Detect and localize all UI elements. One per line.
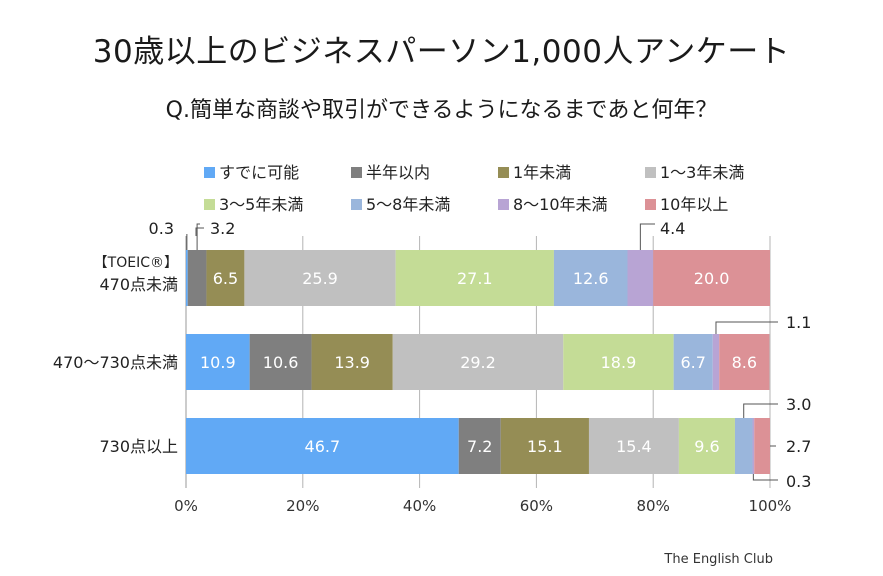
bar-segment [754, 418, 770, 474]
bar-segment [458, 418, 501, 474]
leader-line [752, 474, 778, 481]
source-credit: The English Club [664, 552, 773, 567]
legend-label: 3～5年未満 [219, 195, 303, 214]
category-label: 【TOEIC®】 [94, 255, 178, 271]
bar-segment [673, 334, 713, 390]
legend-swatch [351, 199, 362, 210]
bar-segment [187, 250, 207, 306]
bar-segment [206, 250, 245, 306]
x-tick-label: 0% [174, 497, 198, 515]
data-label: 29.2 [460, 353, 496, 372]
chart-subtitle: Q.簡単な商談や取引ができるようになるまであと何年？ [165, 98, 718, 123]
data-label: 15.4 [616, 437, 652, 456]
bar-segment [311, 334, 393, 390]
data-label: 18.9 [601, 353, 637, 372]
legend-label: 5～8年未満 [366, 195, 450, 214]
data-label: 9.6 [694, 437, 719, 456]
legend-swatch [204, 167, 215, 178]
data-label: 0.3 [786, 472, 811, 491]
legend-swatch [645, 167, 656, 178]
data-label: 3.2 [210, 219, 235, 238]
legend-swatch [351, 167, 362, 178]
bar-segment [500, 418, 589, 474]
leader-line [639, 223, 655, 250]
data-label: 46.7 [305, 437, 341, 456]
legend-label: 1年未満 [513, 163, 571, 182]
leader-line [715, 321, 778, 334]
bar-segment [186, 334, 250, 390]
data-label: 10.6 [263, 353, 299, 372]
data-label: 25.9 [302, 269, 338, 288]
leader-line [195, 227, 204, 236]
bar-segment [734, 418, 753, 474]
x-tick-label: 100% [749, 497, 792, 515]
category-label: 470点未満 [99, 275, 178, 294]
bar-segment [653, 250, 770, 306]
bar-segment [395, 250, 554, 306]
chart-title: 30歳以上のビジネスパーソン1,000人アンケート [92, 34, 791, 70]
data-label: 7.2 [467, 437, 492, 456]
data-label: 2.7 [786, 437, 811, 456]
legend-label: 10年以上 [660, 195, 728, 214]
data-label: 6.7 [680, 353, 705, 372]
data-label: 20.0 [694, 269, 730, 288]
bar-segment [249, 334, 312, 390]
x-tick-label: 40% [403, 497, 436, 515]
data-label: 8.6 [732, 353, 757, 372]
data-label: 10.9 [200, 353, 236, 372]
legend-label: 半年以内 [366, 163, 430, 182]
data-label: 3.0 [786, 395, 811, 414]
x-tick-label: 20% [286, 497, 319, 515]
data-label: 4.4 [660, 219, 685, 238]
bar-segment [678, 418, 735, 474]
bar-segment [392, 334, 564, 390]
data-label: 0.3 [149, 219, 174, 238]
legend-label: すでに可能 [219, 163, 299, 182]
bar-segment [588, 418, 679, 474]
bar-segment [719, 334, 770, 390]
category-label: 730点以上 [99, 437, 178, 456]
bar-segment [627, 250, 654, 306]
legend-swatch [498, 199, 509, 210]
x-tick-label: 80% [637, 497, 670, 515]
bar-segment [752, 418, 755, 474]
legend-label: 1～3年未満 [660, 163, 744, 182]
data-label: 1.1 [786, 313, 811, 332]
legend-label: 8～10年未満 [513, 195, 608, 214]
data-label: 13.9 [334, 353, 370, 372]
bar-segment [244, 250, 396, 306]
x-tick-label: 60% [520, 497, 553, 515]
data-label: 27.1 [457, 269, 493, 288]
bar-segment [712, 334, 720, 390]
leader-line [196, 223, 200, 250]
bar-segment [563, 334, 674, 390]
leader-line [743, 403, 778, 418]
legend-swatch [645, 199, 656, 210]
category-label: 470～730点未満 [53, 353, 178, 372]
bar-segment [553, 250, 628, 306]
bar-segment [186, 250, 188, 306]
data-label: 15.1 [527, 437, 563, 456]
data-label: 6.5 [213, 269, 238, 288]
legend-swatch [204, 199, 215, 210]
bar-segment [186, 418, 459, 474]
data-label: 12.6 [573, 269, 609, 288]
legend-swatch [498, 167, 509, 178]
